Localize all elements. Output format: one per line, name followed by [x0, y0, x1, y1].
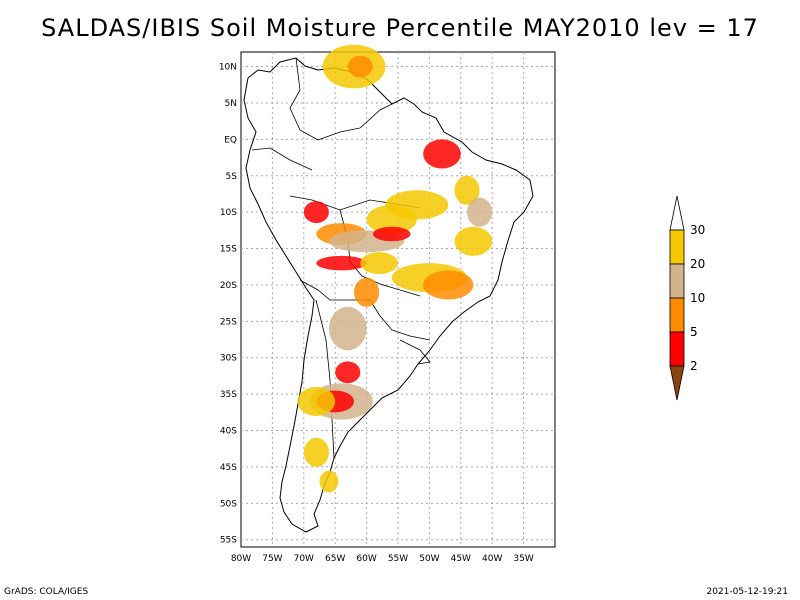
- lat-tick-label: 55S: [220, 536, 237, 546]
- lat-tick-label: 5N: [225, 99, 237, 109]
- lat-tick-label: EQ: [224, 135, 237, 145]
- shading-patch: [303, 201, 329, 224]
- footer-timestamp: 2021-05-12-19:21: [706, 587, 789, 597]
- gridlines: [241, 52, 555, 547]
- percentile-shading: [297, 44, 493, 493]
- shading-patch: [354, 277, 380, 307]
- legend-level-label: 5: [690, 325, 698, 339]
- shading-patch: [316, 255, 367, 271]
- lon-tick-label: 40W: [482, 554, 502, 564]
- lon-tick-label: 60W: [356, 554, 376, 564]
- shading-patch: [372, 226, 411, 242]
- legend-segment-5-10: [669, 297, 685, 333]
- lat-tick-label: 40S: [220, 427, 237, 437]
- lon-tick-label: 50W: [419, 554, 439, 564]
- shading-patch: [467, 197, 493, 227]
- shading-patch: [328, 306, 367, 351]
- lat-tick-label: 10N: [219, 63, 237, 73]
- footer-credit: GrADS: COLA/IGES: [4, 587, 89, 597]
- shading-patch: [366, 204, 417, 234]
- legend-level-label: 2: [690, 359, 698, 373]
- shading-patch: [423, 270, 474, 300]
- shading-patch: [319, 470, 339, 493]
- shading-patch: [360, 252, 398, 275]
- shading-patch: [335, 361, 361, 384]
- lon-tick-label: 75W: [262, 554, 282, 564]
- legend-level-label: 10: [690, 291, 705, 305]
- legend-segment-below2: [669, 365, 685, 401]
- lon-tick-label: 65W: [325, 554, 345, 564]
- lat-tick-label: 15S: [220, 245, 237, 255]
- legend-segment-above30: [669, 195, 685, 231]
- lat-tick-label: 5S: [226, 172, 238, 182]
- map-title: SALDAS/IBIS Soil Moisture Percentile MAY…: [41, 14, 759, 42]
- legend-level-label: 20: [690, 257, 705, 271]
- latitude-tick-labels: 10N 5N EQ 5S 10S 15S 20S 25S 30S 35S 40S 45S 50S 55S: [219, 63, 237, 546]
- legend-colorbar: 30 20 10 5 2: [669, 195, 705, 401]
- shading-patch: [454, 175, 480, 205]
- shading-patch: [347, 55, 373, 78]
- lon-tick-label: 45W: [451, 554, 471, 564]
- legend-segment-10-20: [669, 263, 685, 299]
- lat-tick-label: 35S: [220, 390, 237, 400]
- lat-tick-label: 20S: [220, 281, 237, 291]
- lat-tick-label: 50S: [220, 499, 237, 509]
- longitude-tick-labels: 80W 75W 70W 65W 60W 55W 50W 45W 40W 35W: [231, 554, 534, 564]
- legend-segment-2-5: [669, 331, 685, 367]
- legend-level-label: 30: [690, 223, 705, 237]
- shading-patch: [297, 386, 336, 416]
- shading-patch: [423, 139, 461, 169]
- lat-tick-label: 25S: [220, 317, 237, 327]
- shading-patch: [303, 437, 329, 467]
- lon-tick-label: 55W: [388, 554, 408, 564]
- lon-tick-label: 70W: [294, 554, 314, 564]
- legend-segment-20-30: [669, 229, 685, 265]
- lat-tick-label: 45S: [220, 463, 237, 473]
- lat-tick-label: 30S: [220, 354, 237, 364]
- south-america-coastline: [243, 57, 534, 533]
- lon-tick-label: 80W: [231, 554, 251, 564]
- lon-tick-label: 35W: [513, 554, 533, 564]
- shading-patch: [454, 226, 493, 256]
- lat-tick-label: 10S: [220, 208, 237, 218]
